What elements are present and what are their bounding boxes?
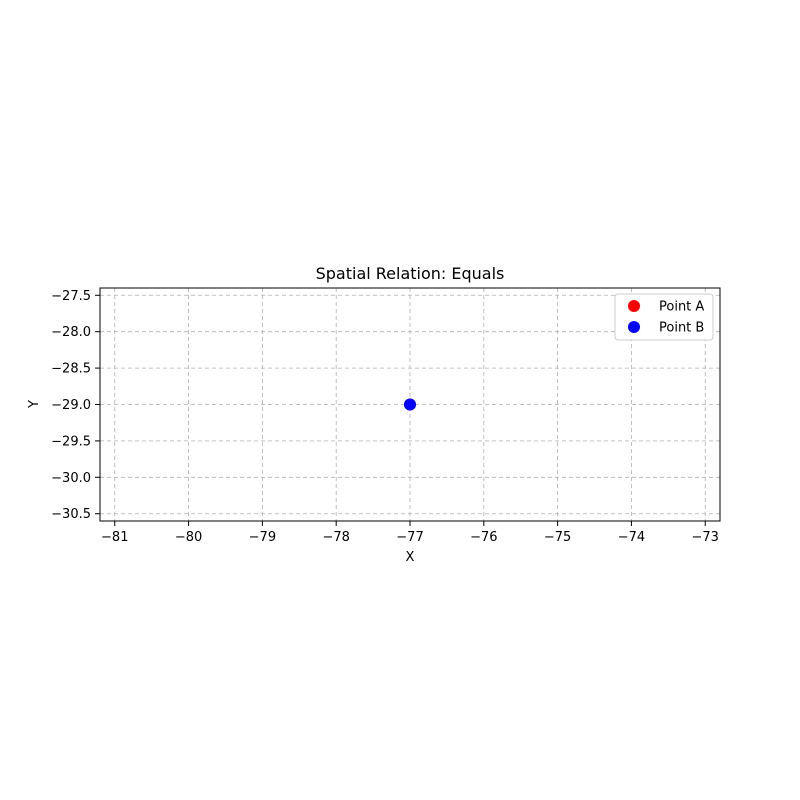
plot-frame: [99, 287, 721, 522]
point-b-marker: [404, 398, 416, 411]
x-tick-label: −77: [396, 530, 423, 545]
y-tick-label: −29.5: [51, 434, 91, 449]
y-tick-label: −27.5: [51, 289, 91, 304]
x-tick-label: −78: [322, 530, 349, 545]
axis-ticks: −81 −80 −79 −78 −77 −76 −75 −74 −73 −27.5 −28.0 −28…: [51, 289, 719, 545]
x-tick-label: −80: [175, 530, 202, 545]
data-points: [404, 398, 416, 411]
x-tick-label: −81: [101, 530, 128, 545]
legend-marker-point-a: [628, 300, 640, 312]
y-tick-label: −28.0: [51, 325, 91, 340]
chart-title: Spatial Relation: Equals: [316, 264, 505, 283]
x-tick-label: −79: [249, 530, 276, 545]
x-tick-label: −73: [692, 530, 719, 545]
y-axis-label: Y: [27, 400, 42, 409]
x-axis-label: X: [406, 550, 415, 565]
y-tick-label: −30.0: [51, 471, 91, 486]
y-tick-label: −30.5: [51, 507, 91, 522]
y-tick-label: −29.0: [51, 398, 91, 413]
legend-marker-point-b: [628, 321, 640, 333]
x-tick-label: −75: [544, 530, 571, 545]
legend: Point A Point B: [614, 293, 714, 341]
x-tick-label: −74: [618, 530, 645, 545]
legend-label-point-a: Point A: [659, 300, 704, 315]
legend-label-point-b: Point B: [659, 321, 704, 336]
y-tick-label: −28.5: [51, 362, 91, 377]
x-tick-label: −76: [470, 530, 497, 545]
